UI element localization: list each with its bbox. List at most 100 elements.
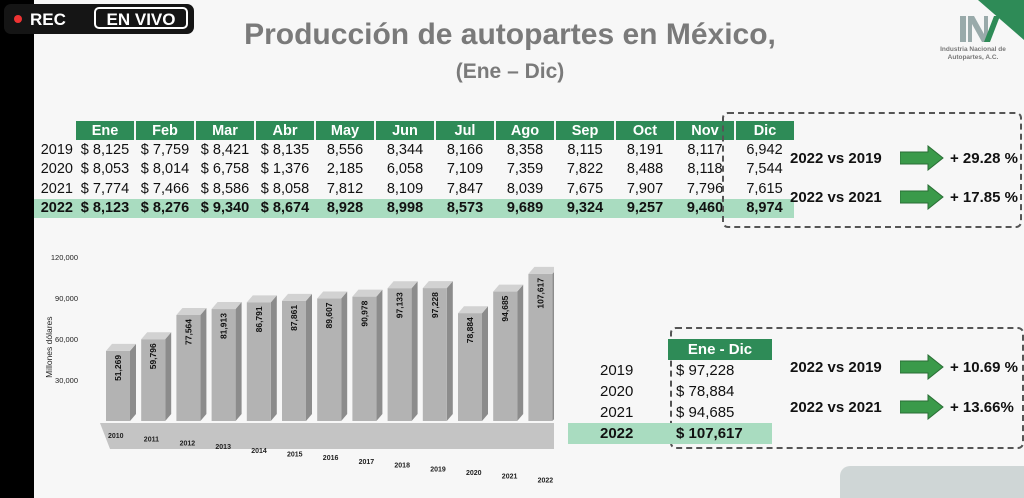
bar-top	[422, 281, 453, 289]
bar	[282, 300, 306, 421]
bar	[211, 309, 236, 421]
month-value: 9,460	[675, 198, 735, 218]
comparison-label: 2022 vs 2019	[790, 150, 882, 167]
bar-top	[493, 284, 524, 292]
totals-row: 2019 $ 97,228	[568, 360, 772, 381]
comparison-label: 2022 vs 2019	[790, 359, 882, 376]
ina-logo-icon	[960, 16, 1000, 42]
y-tick-label: 30,000	[55, 376, 78, 385]
comparison-label: 2022 vs 2021	[790, 189, 882, 206]
month-value: $ 7,466	[140, 180, 190, 197]
month-value: 8,928	[315, 198, 375, 218]
totals-comparison-box	[670, 327, 1024, 449]
bar-side	[552, 272, 554, 421]
live-badge: EN VIVO	[94, 7, 188, 29]
bar-side	[235, 302, 242, 421]
totals-value: $ 78,884	[676, 383, 735, 400]
totals-row: 2022 $ 107,617	[568, 423, 772, 444]
month-value: 8,488	[626, 161, 664, 178]
month-header: Jul	[434, 121, 495, 141]
bar-side	[411, 281, 418, 421]
totals-row: 2021 $ 94,685	[568, 402, 772, 423]
row-year: 2021	[40, 180, 73, 197]
month-value: 8,556	[326, 142, 364, 159]
month-value: 6,942	[746, 142, 783, 159]
x-tick-label: 2017	[359, 459, 375, 466]
month-value: 9,257	[615, 198, 675, 218]
bar	[317, 298, 342, 421]
x-tick-label: 2021	[502, 474, 518, 481]
month-value: 7,847	[446, 180, 484, 197]
month-value: $ 7,774	[80, 180, 130, 197]
x-tick-label: 2022	[538, 477, 554, 484]
totals-year: 2021	[600, 404, 634, 421]
bar-side	[130, 343, 136, 421]
totals-row: 2020 $ 78,884	[568, 381, 772, 402]
bar-data-label: 94,685	[500, 295, 510, 321]
bar-top	[282, 293, 312, 301]
month-header: Sep	[554, 121, 615, 141]
bar	[106, 350, 130, 421]
logo-name: Industria Nacional de Autopartes, A.C.	[940, 46, 1006, 61]
header-spacer	[34, 121, 75, 140]
bar-side	[306, 293, 312, 421]
x-tick-label: 2011	[144, 437, 159, 444]
bar-side	[270, 295, 277, 421]
row-year: 2022	[34, 198, 75, 218]
monthly-table-row: 2021 $ 7,774 $ 7,466 $ 8,586 $ 8,058 7,812 8,1…	[34, 179, 794, 198]
month-value: $ 8,586	[200, 180, 250, 197]
bar-data-label: 86,791	[254, 306, 264, 332]
month-header: Ene	[74, 121, 135, 141]
month-header: Dic	[734, 121, 794, 141]
month-value: $ 7,759	[140, 142, 190, 159]
month-value: 8,117	[687, 142, 723, 159]
rec-label: REC	[30, 10, 66, 29]
bar-top	[141, 332, 172, 340]
totals-year: 2020	[600, 383, 634, 400]
bar-data-label: 107,617	[535, 278, 545, 309]
bar	[387, 288, 412, 421]
month-header: Oct	[614, 121, 675, 141]
month-value: 8,039	[506, 180, 544, 197]
y-tick-label: 120,000	[51, 253, 78, 262]
rec-dot-icon	[14, 15, 22, 23]
month-value: 2,185	[326, 161, 364, 178]
month-value: 7,812	[326, 180, 364, 197]
slide-title: Producción de autopartes en México,	[244, 18, 776, 51]
bar-data-label: 97,133	[395, 292, 405, 318]
month-value: 8,118	[687, 161, 723, 178]
comparison-value: + 17.85 %	[950, 189, 1018, 206]
bar-data-label: 97,228	[430, 292, 440, 318]
arrow-right-icon	[900, 145, 944, 171]
monthly-table-header: Ene Feb Mar Abr May Jun Jul Ago Sep Oct Nov Dic	[34, 121, 794, 141]
bar-top	[458, 306, 488, 314]
x-tick-label: 2015	[287, 452, 303, 459]
x-tick-label: 2019	[430, 466, 446, 473]
ina-logo: Industria Nacional de Autopartes, A.C.	[928, 12, 1018, 72]
totals-year: 2022	[568, 423, 668, 444]
month-value: $ 8,674	[255, 198, 315, 218]
bar	[458, 313, 482, 421]
totals-header: Ene - Dic	[668, 339, 772, 360]
bar	[352, 296, 377, 421]
bar-data-label: 78,884	[465, 317, 475, 343]
totals-value: $ 94,685	[676, 404, 735, 421]
bar-data-label: 87,861	[289, 305, 299, 331]
bar	[493, 291, 518, 421]
corner-decoration	[978, 0, 1024, 40]
month-header: May	[314, 121, 375, 141]
bar-data-label: 81,913	[219, 313, 229, 339]
monthly-table-row: 2020 $ 8,053 $ 8,014 $ 6,758 $ 1,376 2,185 6,0…	[34, 160, 794, 179]
month-value: $ 8,058	[260, 180, 310, 197]
x-tick-label: 2010	[108, 433, 124, 440]
comparison-value: + 13.66%	[950, 399, 1014, 416]
month-value: $ 8,421	[200, 142, 250, 159]
month-value: $ 1,376	[260, 161, 310, 178]
bar-side	[446, 281, 453, 421]
month-value: 6,058	[386, 161, 424, 178]
bar-top	[352, 289, 383, 297]
month-value: 7,907	[626, 180, 664, 197]
chart-floor	[100, 423, 554, 449]
bar	[528, 273, 553, 421]
